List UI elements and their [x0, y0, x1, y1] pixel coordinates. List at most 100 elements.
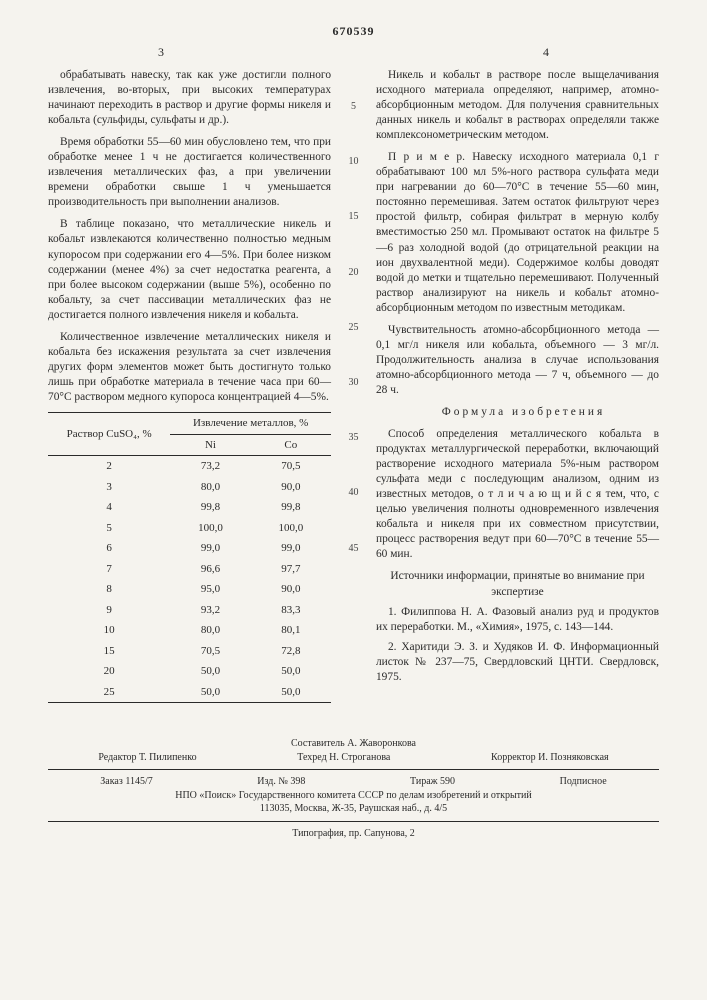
formula-title: Формула изобретения	[376, 405, 659, 420]
reference-2: 2. Харитиди Э. З. и Худяков И. Ф. Информ…	[376, 640, 659, 685]
sub: Подписное	[560, 775, 607, 789]
page-root: 670539 3 4 обрабатывать навеску, так как…	[0, 0, 707, 1000]
cell: 25	[48, 682, 170, 703]
references-block: Источники информации, принятые во вниман…	[376, 569, 659, 684]
order-no: Заказ 1145/7	[100, 775, 152, 789]
cell: 7	[48, 559, 170, 580]
extraction-table: Раствор CuSO₄, % Извлечение металлов, % …	[48, 412, 331, 703]
cell: 99,8	[251, 497, 331, 518]
cell: 95,0	[170, 579, 250, 600]
table-body: 273,270,5 380,090,0 499,899,8 5100,0100,…	[48, 456, 331, 703]
sources-title: Источники информации, принятые во вниман…	[376, 569, 659, 599]
right-para-4: Способ определения металлического кобаль…	[376, 427, 659, 562]
line-mark: 40	[347, 486, 360, 499]
line-mark: 45	[347, 542, 360, 555]
cell: 3	[48, 477, 170, 498]
cell: 80,1	[251, 620, 331, 641]
table-head-group: Извлечение металлов, %	[170, 412, 331, 434]
left-column: обрабатывать навеску, так как уже достиг…	[48, 68, 331, 703]
line-mark: 10	[347, 155, 360, 168]
line-mark: 20	[347, 266, 360, 279]
table-row: 380,090,0	[48, 477, 331, 498]
cell: 20	[48, 661, 170, 682]
compiler-line: Составитель А. Жаворонкова	[48, 737, 659, 751]
cell: 2	[48, 456, 170, 477]
table-row: 1570,572,8	[48, 641, 331, 662]
corrector: Корректор И. Позняковская	[491, 751, 609, 765]
tech-ed: Техред Н. Строганова	[297, 751, 390, 765]
table-row: 699,099,0	[48, 538, 331, 559]
cell: 100,0	[251, 518, 331, 539]
cell: 50,0	[251, 682, 331, 703]
page-num-right: 4	[543, 45, 549, 60]
table-row: 5100,0100,0	[48, 518, 331, 539]
cell: 70,5	[170, 641, 250, 662]
cell: 6	[48, 538, 170, 559]
patent-number: 670539	[48, 24, 659, 39]
cell: 73,2	[170, 456, 250, 477]
left-para-1: обрабатывать навеску, так как уже достиг…	[48, 68, 331, 128]
cell: 100,0	[170, 518, 250, 539]
addr-line: 113035, Москва, Ж-35, Раушская наб., д. …	[48, 802, 659, 816]
cell: 9	[48, 600, 170, 621]
cell: 70,5	[251, 456, 331, 477]
cell: 93,2	[170, 600, 250, 621]
two-column-body: обрабатывать навеску, так как уже достиг…	[48, 68, 659, 703]
line-mark: 5	[347, 100, 360, 113]
right-para-3: Чувствительность атомно-абсорбционного м…	[376, 323, 659, 398]
tirazh: Тираж 590	[410, 775, 455, 789]
order-row: Заказ 1145/7 Изд. № 398 Тираж 590 Подпис…	[48, 775, 659, 789]
left-para-4: Количественное извлечение металлических …	[48, 330, 331, 405]
typography-line: Типография, пр. Сапунова, 2	[48, 827, 659, 841]
right-column: Никель и кобальт в растворе после выщела…	[376, 68, 659, 703]
right-para-2: П р и м е р. Навеску исходного материала…	[376, 150, 659, 316]
divider	[48, 821, 659, 822]
cell: 50,0	[170, 661, 250, 682]
cell: 80,0	[170, 620, 250, 641]
table-row: 2550,050,0	[48, 682, 331, 703]
cell: 80,0	[170, 477, 250, 498]
editor: Редактор Т. Пилипенко	[98, 751, 196, 765]
publication-footer: Составитель А. Жаворонкова Редактор Т. П…	[48, 737, 659, 840]
cell: 99,0	[170, 538, 250, 559]
table-row: 796,697,7	[48, 559, 331, 580]
cell: 4	[48, 497, 170, 518]
table-head-co: Co	[251, 434, 331, 456]
table-row: 895,090,0	[48, 579, 331, 600]
right-para-1: Никель и кобальт в растворе после выщела…	[376, 68, 659, 143]
cell: 90,0	[251, 579, 331, 600]
org-line: НПО «Поиск» Государственного комитета СС…	[48, 789, 659, 803]
line-mark: 35	[347, 431, 360, 444]
cell: 15	[48, 641, 170, 662]
left-para-2: Время обработки 55—60 мин обусловлено те…	[48, 135, 331, 210]
line-number-marks: 5 10 15 20 25 30 35 40 45	[347, 68, 360, 703]
divider	[48, 769, 659, 770]
cell: 90,0	[251, 477, 331, 498]
page-num-left: 3	[158, 45, 164, 60]
page-number-row: 3 4	[48, 45, 659, 60]
cell: 8	[48, 579, 170, 600]
table-row: 1080,080,1	[48, 620, 331, 641]
cell: 99,0	[251, 538, 331, 559]
cell: 50,0	[170, 682, 250, 703]
table-row: 2050,050,0	[48, 661, 331, 682]
table-head-solution: Раствор CuSO₄, %	[48, 412, 170, 455]
cell: 96,6	[170, 559, 250, 580]
line-mark: 30	[347, 376, 360, 389]
izd-no: Изд. № 398	[257, 775, 305, 789]
cell: 83,3	[251, 600, 331, 621]
line-mark: 25	[347, 321, 360, 334]
cell: 97,7	[251, 559, 331, 580]
left-para-3: В таблице показано, что металлические ни…	[48, 217, 331, 322]
table-row: 499,899,8	[48, 497, 331, 518]
table-row: 273,270,5	[48, 456, 331, 477]
table-head-ni: Ni	[170, 434, 250, 456]
editors-row: Редактор Т. Пилипенко Техред Н. Строгано…	[48, 751, 659, 765]
line-mark: 15	[347, 210, 360, 223]
cell: 5	[48, 518, 170, 539]
cell: 72,8	[251, 641, 331, 662]
cell: 99,8	[170, 497, 250, 518]
table-row: 993,283,3	[48, 600, 331, 621]
reference-1: 1. Филиппова Н. А. Фазовый анализ руд и …	[376, 605, 659, 635]
cell: 50,0	[251, 661, 331, 682]
